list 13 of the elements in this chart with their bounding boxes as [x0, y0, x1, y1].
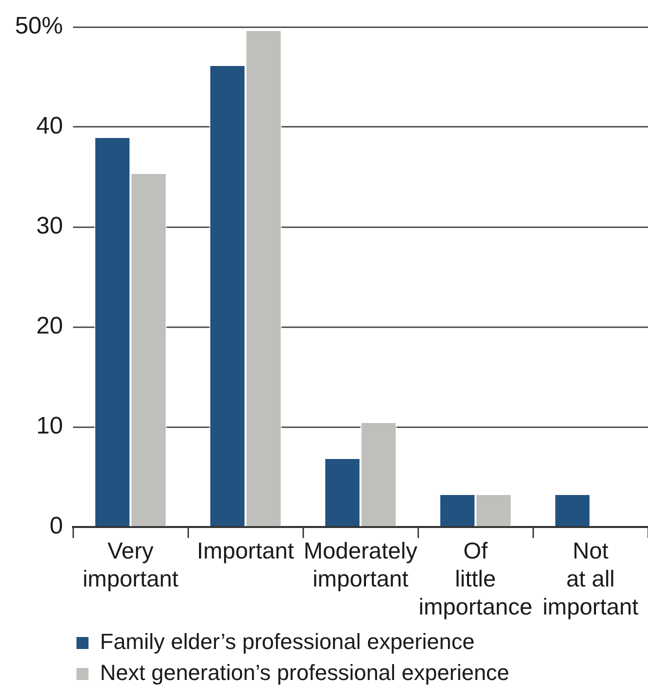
y-tick-label: 0	[50, 512, 63, 540]
y-tick-label: 50%	[14, 12, 63, 40]
x-tick-label: Moderately important	[304, 537, 418, 592]
y-tick-label: 30	[36, 212, 63, 240]
y-tick-label: 10	[36, 412, 63, 440]
x-tick-label: Not at all important	[542, 537, 640, 620]
legend-label: Next generation’s professional experience	[100, 660, 510, 686]
legend-label: Family elder’s professional experience	[100, 629, 475, 654]
x-tick-label: Of little importance	[418, 537, 532, 620]
x-tick-label: Important	[196, 537, 295, 564]
y-tick-label: 20	[36, 312, 63, 340]
x-tick-label: Very important	[82, 537, 180, 592]
y-tick-label: 40	[36, 112, 63, 140]
